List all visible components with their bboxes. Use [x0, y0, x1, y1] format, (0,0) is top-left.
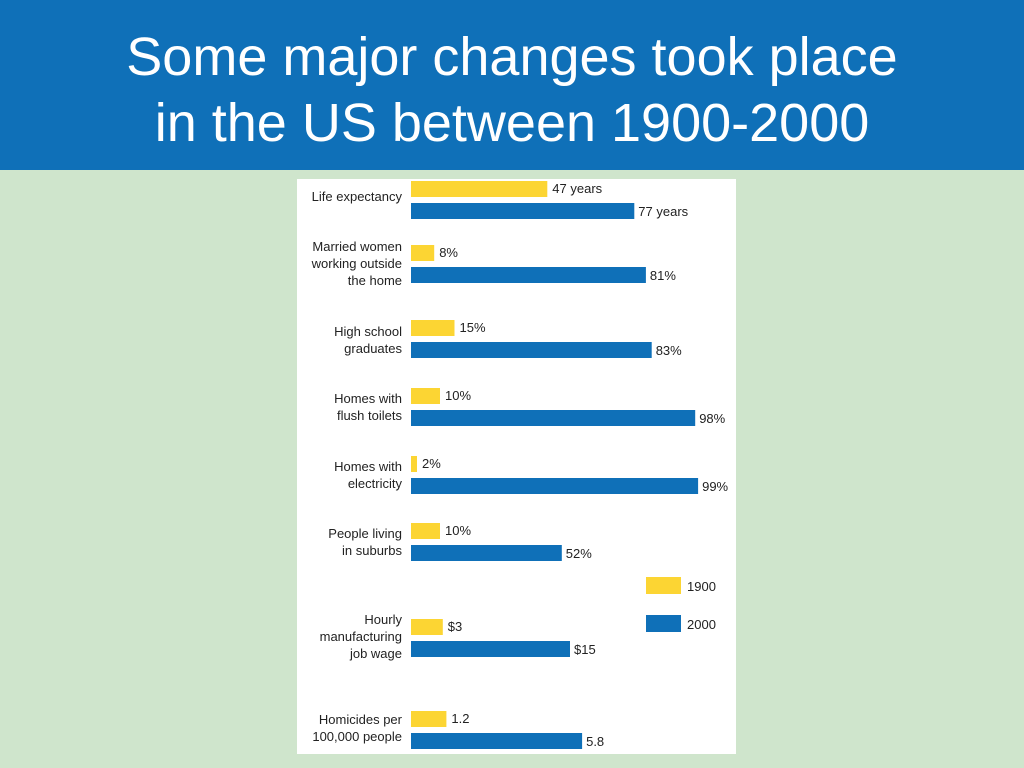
bar-2000 — [411, 545, 562, 561]
value-label-1900: 1.2 — [451, 711, 469, 726]
value-label-2000: 77 years — [638, 204, 688, 219]
bar-2000 — [411, 478, 699, 494]
value-label-2000: 52% — [566, 546, 592, 561]
value-label-1900: 47 years — [552, 181, 602, 196]
bar-2000 — [411, 342, 652, 358]
bar-1900 — [411, 619, 443, 635]
category-label: Hourly manufacturing job wage — [320, 612, 403, 661]
category-label: Life expectancy — [312, 189, 403, 204]
value-label-1900: 10% — [445, 523, 471, 538]
category-label: People living in suburbs — [328, 526, 402, 558]
bar-2000 — [411, 410, 696, 426]
bar-chart: Life expectancy 47 years 77 years Married w… — [297, 179, 736, 754]
bar-1900 — [411, 388, 440, 404]
bar-1900 — [411, 245, 435, 261]
value-label-1900: $3 — [448, 619, 462, 634]
category-label: Homes with flush toilets — [334, 391, 402, 423]
value-label-2000: 81% — [650, 268, 676, 283]
category-label: Married women working outside the home — [311, 239, 402, 288]
value-label-1900: 2% — [422, 456, 441, 471]
value-label-1900: 15% — [460, 320, 486, 335]
title-banner: Some major changes took place in the US … — [0, 0, 1024, 170]
value-label-2000: 83% — [656, 343, 682, 358]
legend-swatch-2000 — [646, 615, 681, 632]
bar-1900 — [411, 523, 440, 539]
legend-label-2000: 2000 — [687, 617, 716, 632]
chart-canvas: Life expectancy 47 years 77 years Married w… — [311, 181, 729, 749]
slide-title: Some major changes took place in the US … — [126, 27, 898, 153]
bar-1900 — [411, 320, 455, 336]
value-label-1900: 8% — [439, 245, 458, 260]
bar-2000 — [411, 267, 646, 283]
value-label-2000: 98% — [699, 411, 725, 426]
value-label-1900: 10% — [445, 388, 471, 403]
value-label-2000: $15 — [574, 642, 596, 657]
value-label-2000: 99% — [702, 479, 728, 494]
bar-1900 — [411, 456, 417, 472]
bar-2000 — [411, 733, 583, 749]
bar-1900 — [411, 711, 447, 727]
category-label: High school graduates — [334, 324, 402, 356]
bar-2000 — [411, 641, 570, 657]
legend-swatch-1900 — [646, 577, 681, 594]
bar-1900 — [411, 181, 548, 197]
bar-2000 — [411, 203, 635, 219]
value-label-2000: 5.8 — [586, 734, 604, 749]
legend-label-1900: 1900 — [687, 579, 716, 594]
category-label: Homicides per 100,000 people — [312, 712, 402, 744]
category-label: Homes with electricity — [334, 459, 402, 491]
